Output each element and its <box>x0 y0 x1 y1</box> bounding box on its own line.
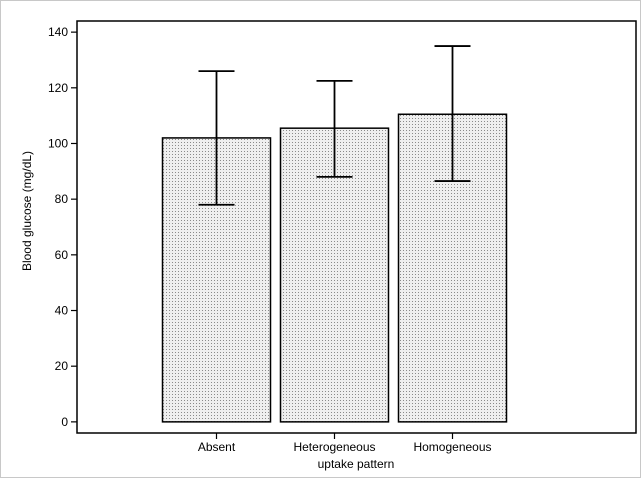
error-bars-group <box>198 45 471 206</box>
y-tick-label: 120 <box>48 81 68 95</box>
y-tick-label: 40 <box>55 304 69 318</box>
x-tick-label: Heterogeneous <box>293 440 375 454</box>
plot-area <box>76 20 637 434</box>
y-tick-label: 20 <box>55 359 69 373</box>
y-tick-label: 80 <box>55 192 69 206</box>
x-axis: Absent Heterogeneous Homogeneous <box>198 433 492 454</box>
y-axis-title: Blood glucose (mg/dL) <box>20 151 34 271</box>
y-tick-label: 100 <box>48 136 68 150</box>
y-axis: 0 20 40 60 80 100 120 140 <box>48 25 77 429</box>
x-axis-title: uptake pattern <box>318 457 395 471</box>
y-tick-label: 60 <box>55 248 69 262</box>
y-tick-label: 140 <box>48 25 68 39</box>
x-tick-label: Homogeneous <box>413 440 491 454</box>
y-tick-label: 0 <box>61 415 68 429</box>
x-tick-label: Absent <box>198 440 236 454</box>
bars-group <box>161 113 508 423</box>
